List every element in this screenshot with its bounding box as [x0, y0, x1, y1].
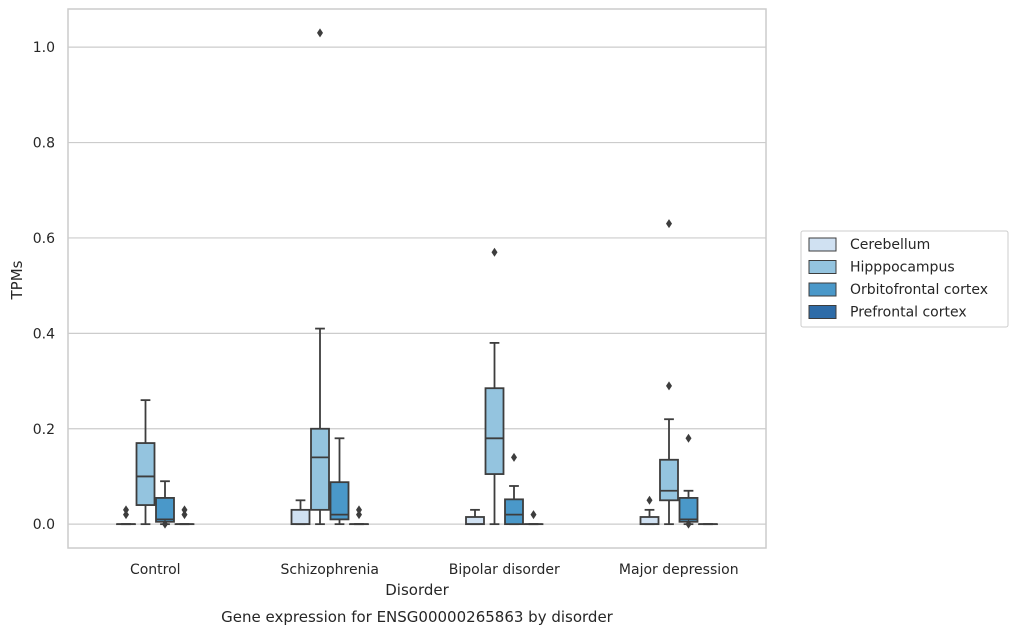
box-cerebellum — [639, 495, 660, 526]
y-tick-label: 0.0 — [33, 517, 55, 533]
x-tick-label: Control — [130, 562, 181, 578]
outlier-point — [646, 495, 653, 505]
box-iqr — [329, 481, 350, 521]
y-tick-label: 1.0 — [33, 40, 55, 56]
legend-item: Prefrontal cortex — [808, 305, 967, 321]
box-iqr — [155, 497, 175, 523]
box-orbitofrontal-cortex — [155, 480, 175, 529]
box-cerebellum — [465, 508, 485, 526]
y-tick-label: 0.8 — [33, 136, 55, 152]
outlier-point — [356, 505, 362, 515]
y-tick-label: 0.4 — [33, 326, 55, 342]
box-iqr — [465, 516, 485, 526]
x-axis-ticks: Control Schizophrenia Bipolar disorder Majo… — [130, 562, 739, 578]
y-tick-label: 0.2 — [33, 422, 55, 438]
box-orbitofrontal-cortex — [329, 437, 350, 526]
outlier-point — [685, 433, 692, 443]
box-cerebellum — [290, 499, 311, 526]
box-iqr — [659, 458, 679, 502]
box-iqr — [290, 508, 311, 526]
legend-label: Prefrontal cortex — [850, 305, 967, 321]
plot-frame — [67, 8, 767, 549]
legend-swatch — [808, 237, 837, 252]
box-hipppocampus — [484, 247, 505, 526]
box-orbitofrontal-cortex — [678, 433, 699, 529]
y-tick-label: 0.6 — [33, 231, 55, 247]
x-tick-label: Major depression — [619, 562, 739, 578]
legend-item: Orbitofrontal cortex — [808, 282, 988, 298]
box-prefrontal-cortex — [174, 505, 195, 526]
x-tick-label: Schizophrenia — [281, 562, 379, 578]
gridlines — [68, 46, 766, 525]
box-prefrontal-cortex — [523, 510, 544, 526]
outlier-point — [666, 381, 672, 391]
outlier-point — [181, 505, 188, 515]
outlier-point — [356, 510, 362, 520]
box-iqr — [504, 498, 524, 526]
outlier-point — [685, 519, 692, 529]
outlier-point — [666, 219, 672, 229]
legend-frame — [800, 230, 1009, 328]
box-orbitofrontal-cortex — [504, 452, 524, 526]
legend-item: Hipppocampus — [808, 260, 955, 276]
outlier-point — [317, 28, 323, 38]
box-iqr — [135, 442, 156, 506]
box-iqr — [310, 427, 330, 511]
legend-swatch — [808, 282, 837, 297]
y-axis-label: TPMs — [8, 260, 26, 300]
legend-label: Orbitofrontal cortex — [850, 282, 988, 298]
outlier-point — [162, 519, 168, 529]
box-hipppocampus — [135, 399, 156, 526]
legend-swatch — [808, 305, 837, 319]
y-axis-ticks: 0.0 0.2 0.4 0.6 0.8 1.0 — [33, 40, 55, 533]
outlier-point — [530, 510, 537, 520]
box-prefrontal-cortex — [349, 505, 369, 526]
x-axis-label: Disorder — [385, 581, 449, 599]
box-hipppocampus — [659, 219, 679, 526]
box-hipppocampus — [310, 28, 330, 526]
outlier-point — [181, 510, 188, 520]
box-iqr — [639, 516, 660, 526]
box-iqr — [484, 387, 505, 475]
box-groups — [116, 28, 718, 529]
box-cerebellum — [116, 505, 136, 526]
legend-label: Hipppocampus — [850, 260, 955, 276]
x-tick-label: Bipolar disorder — [449, 562, 560, 578]
legend-swatch — [808, 260, 837, 274]
outlier-point — [123, 510, 129, 520]
legend-label: Cerebellum — [850, 237, 930, 253]
box-iqr — [678, 497, 699, 523]
outlier-point — [491, 247, 498, 257]
outlier-point — [123, 505, 129, 515]
figure-caption: Gene expression for ENSG00000265863 by d… — [221, 608, 614, 626]
legend: Cerebellum Hipppocampus Orbitofrontal cort… — [800, 230, 1009, 328]
outlier-point — [511, 452, 517, 462]
legend-item: Cerebellum — [808, 237, 930, 253]
